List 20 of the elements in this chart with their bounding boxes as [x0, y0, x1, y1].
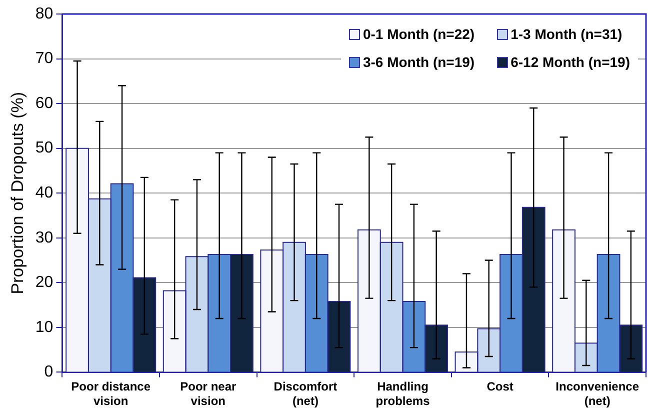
legend-label: 1-3 Month (n=31)	[510, 26, 622, 42]
x-tick-label: Handling problems	[376, 380, 430, 408]
y-tick-label: 60	[35, 94, 54, 112]
x-tick-label: Poor distance vision	[71, 380, 151, 408]
y-tick-label: 0	[44, 364, 54, 381]
y-tick-label: 40	[35, 184, 54, 202]
y-tick-label: 70	[35, 50, 54, 68]
y-tick-label: 20	[35, 274, 54, 292]
legend-label: 0-1 Month (n=22)	[362, 26, 475, 42]
y-tick-label: 80	[35, 5, 54, 22]
x-tick-label: Discomfort (net)	[274, 380, 338, 408]
x-tick-label: Poor near vision	[180, 380, 236, 408]
legend-label: 6-12 Month (n=19)	[510, 54, 630, 70]
x-tick-label: Inconvenience (net)	[556, 380, 640, 408]
y-tick-label: 10	[35, 318, 54, 336]
legend-label: 3-6 Month (n=19)	[362, 54, 475, 70]
y-tick-label: 50	[35, 140, 54, 157]
y-tick-label: 30	[35, 229, 54, 246]
x-tick-label: Cost	[486, 380, 514, 394]
y-axis-title: Proportion of Dropouts (%)	[8, 92, 27, 294]
